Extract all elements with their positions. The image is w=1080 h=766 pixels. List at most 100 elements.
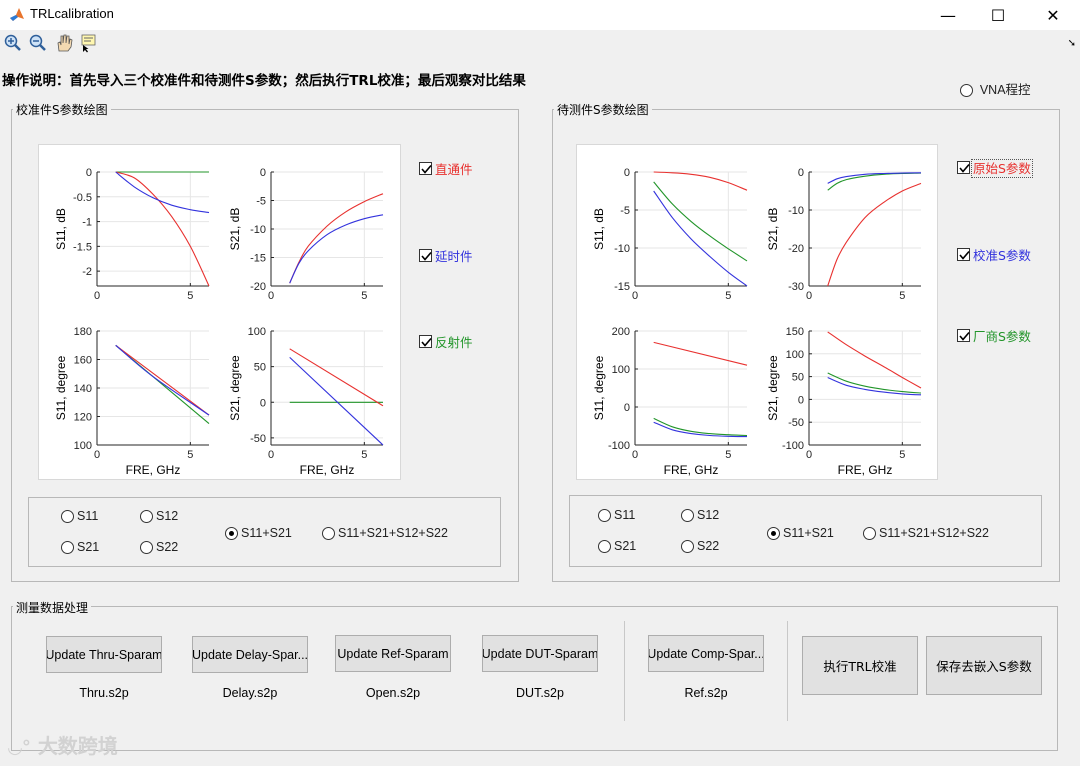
y-tick-label: 120	[74, 412, 92, 424]
x-tick-label: 0	[632, 449, 638, 461]
x-tick-label: 0	[268, 290, 274, 302]
minimize-button[interactable]: —	[925, 0, 971, 30]
cal-radio-s22[interactable]: S22	[140, 540, 178, 554]
y-tick-label: -1	[82, 217, 92, 229]
calibration-plot-panel	[11, 109, 519, 582]
x-tick-label: 0	[94, 290, 100, 302]
cal-radio-s11[interactable]: S11	[61, 509, 98, 523]
series-line	[827, 376, 922, 396]
vna-radio-button[interactable]	[960, 84, 973, 97]
cal-radio-s12[interactable]: S12	[140, 509, 178, 523]
dut-plot-panel	[552, 109, 1060, 582]
checkbox-vendor[interactable]	[957, 329, 970, 342]
dut-radio-s11[interactable]: S11	[598, 508, 635, 522]
series-line	[827, 372, 922, 394]
cal-radio-s11-s21[interactable]: S11+S21	[225, 526, 292, 540]
checkbox-raw[interactable]	[957, 161, 970, 174]
y-tick-label: 0	[798, 394, 804, 406]
dut-radio-s21-label: S21	[614, 539, 637, 553]
y-axis-label: S21, dB	[766, 208, 780, 251]
matlab-app-icon	[10, 8, 24, 21]
data-cursor-icon[interactable]	[79, 33, 99, 53]
update-thru-button[interactable]: Update Thru-Sparam	[46, 636, 162, 673]
watermark-icon: ◡°	[8, 737, 31, 758]
y-tick-label: 0	[260, 167, 266, 179]
cal-radio-s21[interactable]: S21	[61, 540, 99, 554]
instruction-text: 操作说明：首先导入三个校准件和待测件S参数；然后执行TRL校准；最后观察对比结果	[2, 73, 526, 89]
dut-radio-s11-s21[interactable]: S11+S21	[767, 526, 834, 540]
series-line	[653, 171, 748, 191]
y-tick-label: 150	[786, 326, 804, 338]
checkbox-reflect[interactable]	[419, 335, 432, 348]
checkbox-thru[interactable]	[419, 162, 432, 175]
legend-delay-checkbox[interactable]: 延时件	[419, 246, 473, 265]
update-comp-button[interactable]: Update Comp-Spar...	[648, 635, 764, 672]
legend-thru-checkbox[interactable]: 直通件	[419, 159, 473, 178]
update-delay-button[interactable]: Update Delay-Spar...	[192, 636, 308, 673]
y-tick-label: -10	[250, 224, 266, 236]
delay-file-label: Delay.s2p	[222, 686, 278, 700]
y-tick-label: -30	[788, 281, 804, 293]
dut-radio-all[interactable]: S11+S21+S12+S22	[863, 526, 989, 540]
zoom-in-icon[interactable]	[3, 33, 23, 53]
series-line	[653, 417, 748, 437]
update-dut-button[interactable]: Update DUT-Sparam	[482, 635, 598, 672]
checkbox-calibrated[interactable]	[957, 248, 970, 261]
y-tick-label: 0	[624, 402, 630, 414]
dut-radio-all-label: S11+S21+S12+S22	[879, 526, 989, 540]
title-bar	[0, 0, 1080, 30]
legend-thru-label: 直通件	[435, 162, 473, 177]
series-line	[653, 341, 748, 366]
y-tick-label: -15	[614, 281, 630, 293]
figure-toolbar	[0, 30, 1080, 56]
cal-radio-s22-label: S22	[156, 540, 179, 554]
ref-file-label: Ref.s2p	[684, 686, 728, 700]
vna-control-radio[interactable]: VNA程控	[960, 79, 1031, 98]
processing-divider-1	[624, 621, 625, 721]
dut-file-label: DUT.s2p	[516, 686, 564, 700]
update-ref-button[interactable]: Update Ref-Sparam	[335, 635, 451, 672]
legend-calibrated-checkbox[interactable]: 校准S参数	[957, 245, 1031, 264]
run-trl-button[interactable]: 执行TRL校准	[802, 636, 918, 695]
processing-panel-title: 测量数据处理	[13, 599, 92, 616]
open-file-label: Open.s2p	[365, 686, 421, 700]
y-tick-label: 0	[624, 167, 630, 179]
x-tick-label: 5	[361, 290, 367, 302]
y-tick-label: -10	[788, 205, 804, 217]
y-tick-label: 0	[798, 167, 804, 179]
pan-icon[interactable]	[54, 33, 74, 53]
maximize-button[interactable]: ☐	[975, 0, 1021, 30]
y-tick-label: -0.5	[73, 192, 92, 204]
zoom-out-icon[interactable]	[28, 33, 48, 53]
series-line	[115, 344, 210, 416]
cal-s11-deg-axes: 0 5 100 120 140 160 180 S11, degree FRE, GHz	[54, 326, 210, 477]
cal-radio-all-label: S11+S21+S12+S22	[338, 526, 448, 540]
x-tick-label: 5	[187, 449, 193, 461]
y-tick-label: -2	[82, 266, 92, 278]
dut-plot-area: 0 5 0 -5 -10 -15 S11, dB 0 5 0 -10 -20 -30 S21, dB 0…	[576, 144, 938, 480]
dut-s21-db-axes: 0 5 0 -10 -20 -30 S21, dB	[766, 167, 922, 302]
watermark-text: 大数跨境	[37, 734, 118, 758]
close-icon: ✕	[1046, 5, 1060, 25]
cal-radio-all[interactable]: S11+S21+S12+S22	[322, 526, 448, 540]
close-button[interactable]: ✕	[1030, 0, 1076, 30]
watermark-logo: ◡° 大数跨境	[8, 730, 118, 759]
dock-arrow-icon[interactable]: ➘	[1067, 38, 1076, 49]
y-axis-label: S11, dB	[592, 208, 606, 250]
y-tick-label: -5	[256, 196, 266, 208]
y-tick-label: 180	[74, 326, 92, 338]
save-deembedded-button[interactable]: 保存去嵌入S参数	[926, 636, 1042, 695]
x-tick-label: 5	[725, 449, 731, 461]
dut-radio-s22[interactable]: S22	[681, 539, 719, 553]
dut-radio-s12[interactable]: S12	[681, 508, 719, 522]
legend-reflect-checkbox[interactable]: 反射件	[419, 332, 473, 351]
series-line	[289, 356, 384, 446]
checkbox-delay[interactable]	[419, 249, 432, 262]
legend-raw-checkbox[interactable]: 原始S参数	[957, 158, 1033, 178]
legend-vendor-checkbox[interactable]: 厂商S参数	[957, 326, 1031, 345]
dut-radio-s21[interactable]: S21	[598, 539, 636, 553]
legend-raw-label: 原始S参数	[971, 159, 1033, 178]
y-tick-label: 100	[74, 440, 92, 452]
thru-file-label: Thru.s2p	[79, 686, 129, 700]
